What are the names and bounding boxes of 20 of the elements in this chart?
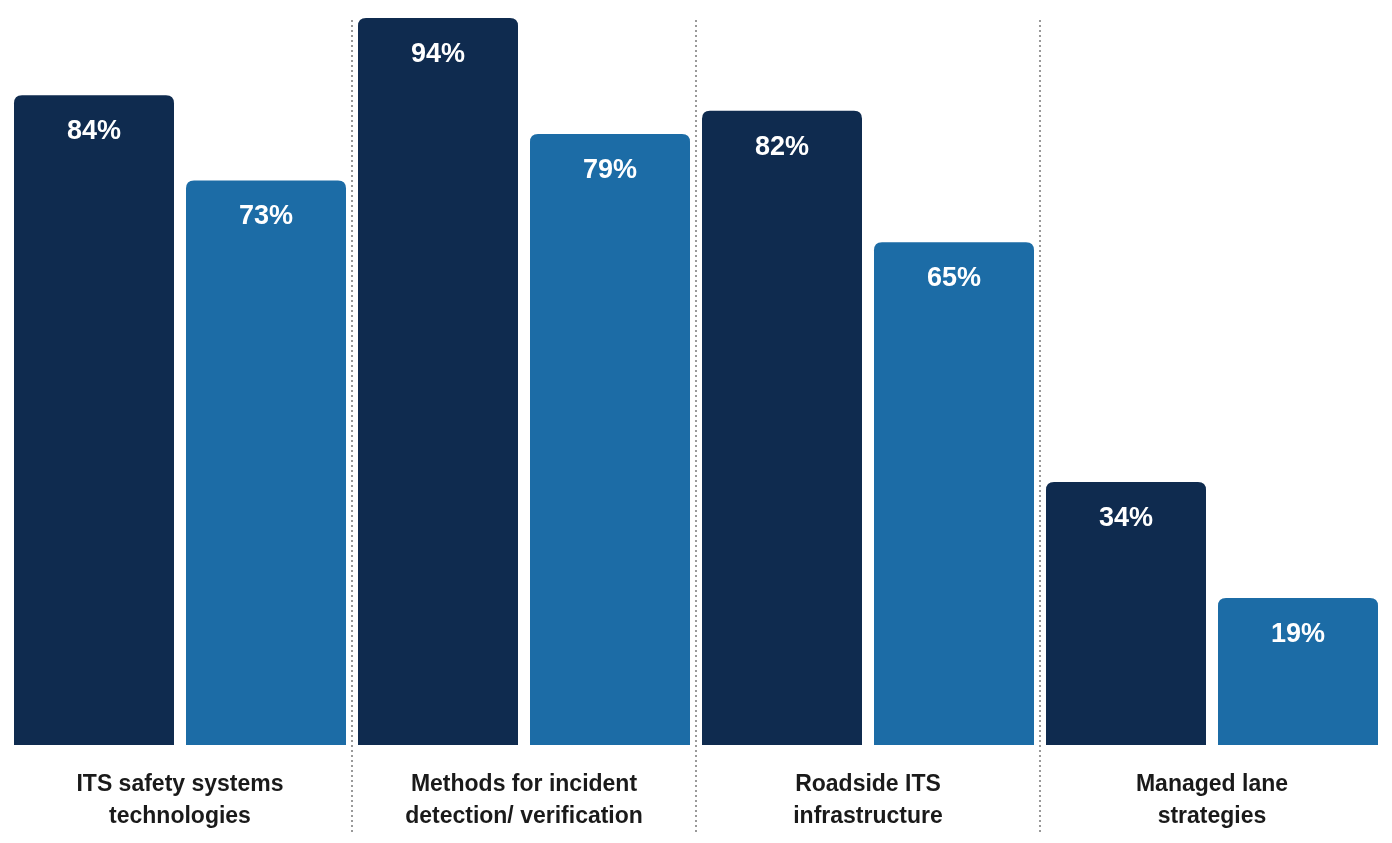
data-label: 34% xyxy=(1098,502,1154,533)
data-label: 79% xyxy=(582,154,638,185)
bar xyxy=(702,110,862,745)
x-tick-label: Roadside ITS infrastructure xyxy=(793,770,943,828)
bar xyxy=(14,95,174,745)
data-label: 65% xyxy=(926,262,982,293)
data-label: 94% xyxy=(410,38,466,68)
bar xyxy=(1218,598,1378,745)
data-label: 84% xyxy=(66,115,122,146)
x-tick-label: Methods for incident detection/ verification xyxy=(405,770,643,828)
bar xyxy=(186,180,346,745)
bar xyxy=(874,242,1034,745)
bar xyxy=(1046,482,1206,745)
data-label: 82% xyxy=(754,130,810,161)
x-tick-label: Managed lane strategies xyxy=(1135,770,1289,828)
bar xyxy=(530,134,690,745)
bar xyxy=(358,18,518,745)
data-label: 19% xyxy=(1270,618,1326,649)
x-tick-label: ITS safety systems technologies xyxy=(76,770,284,828)
data-label: 73% xyxy=(238,200,294,231)
